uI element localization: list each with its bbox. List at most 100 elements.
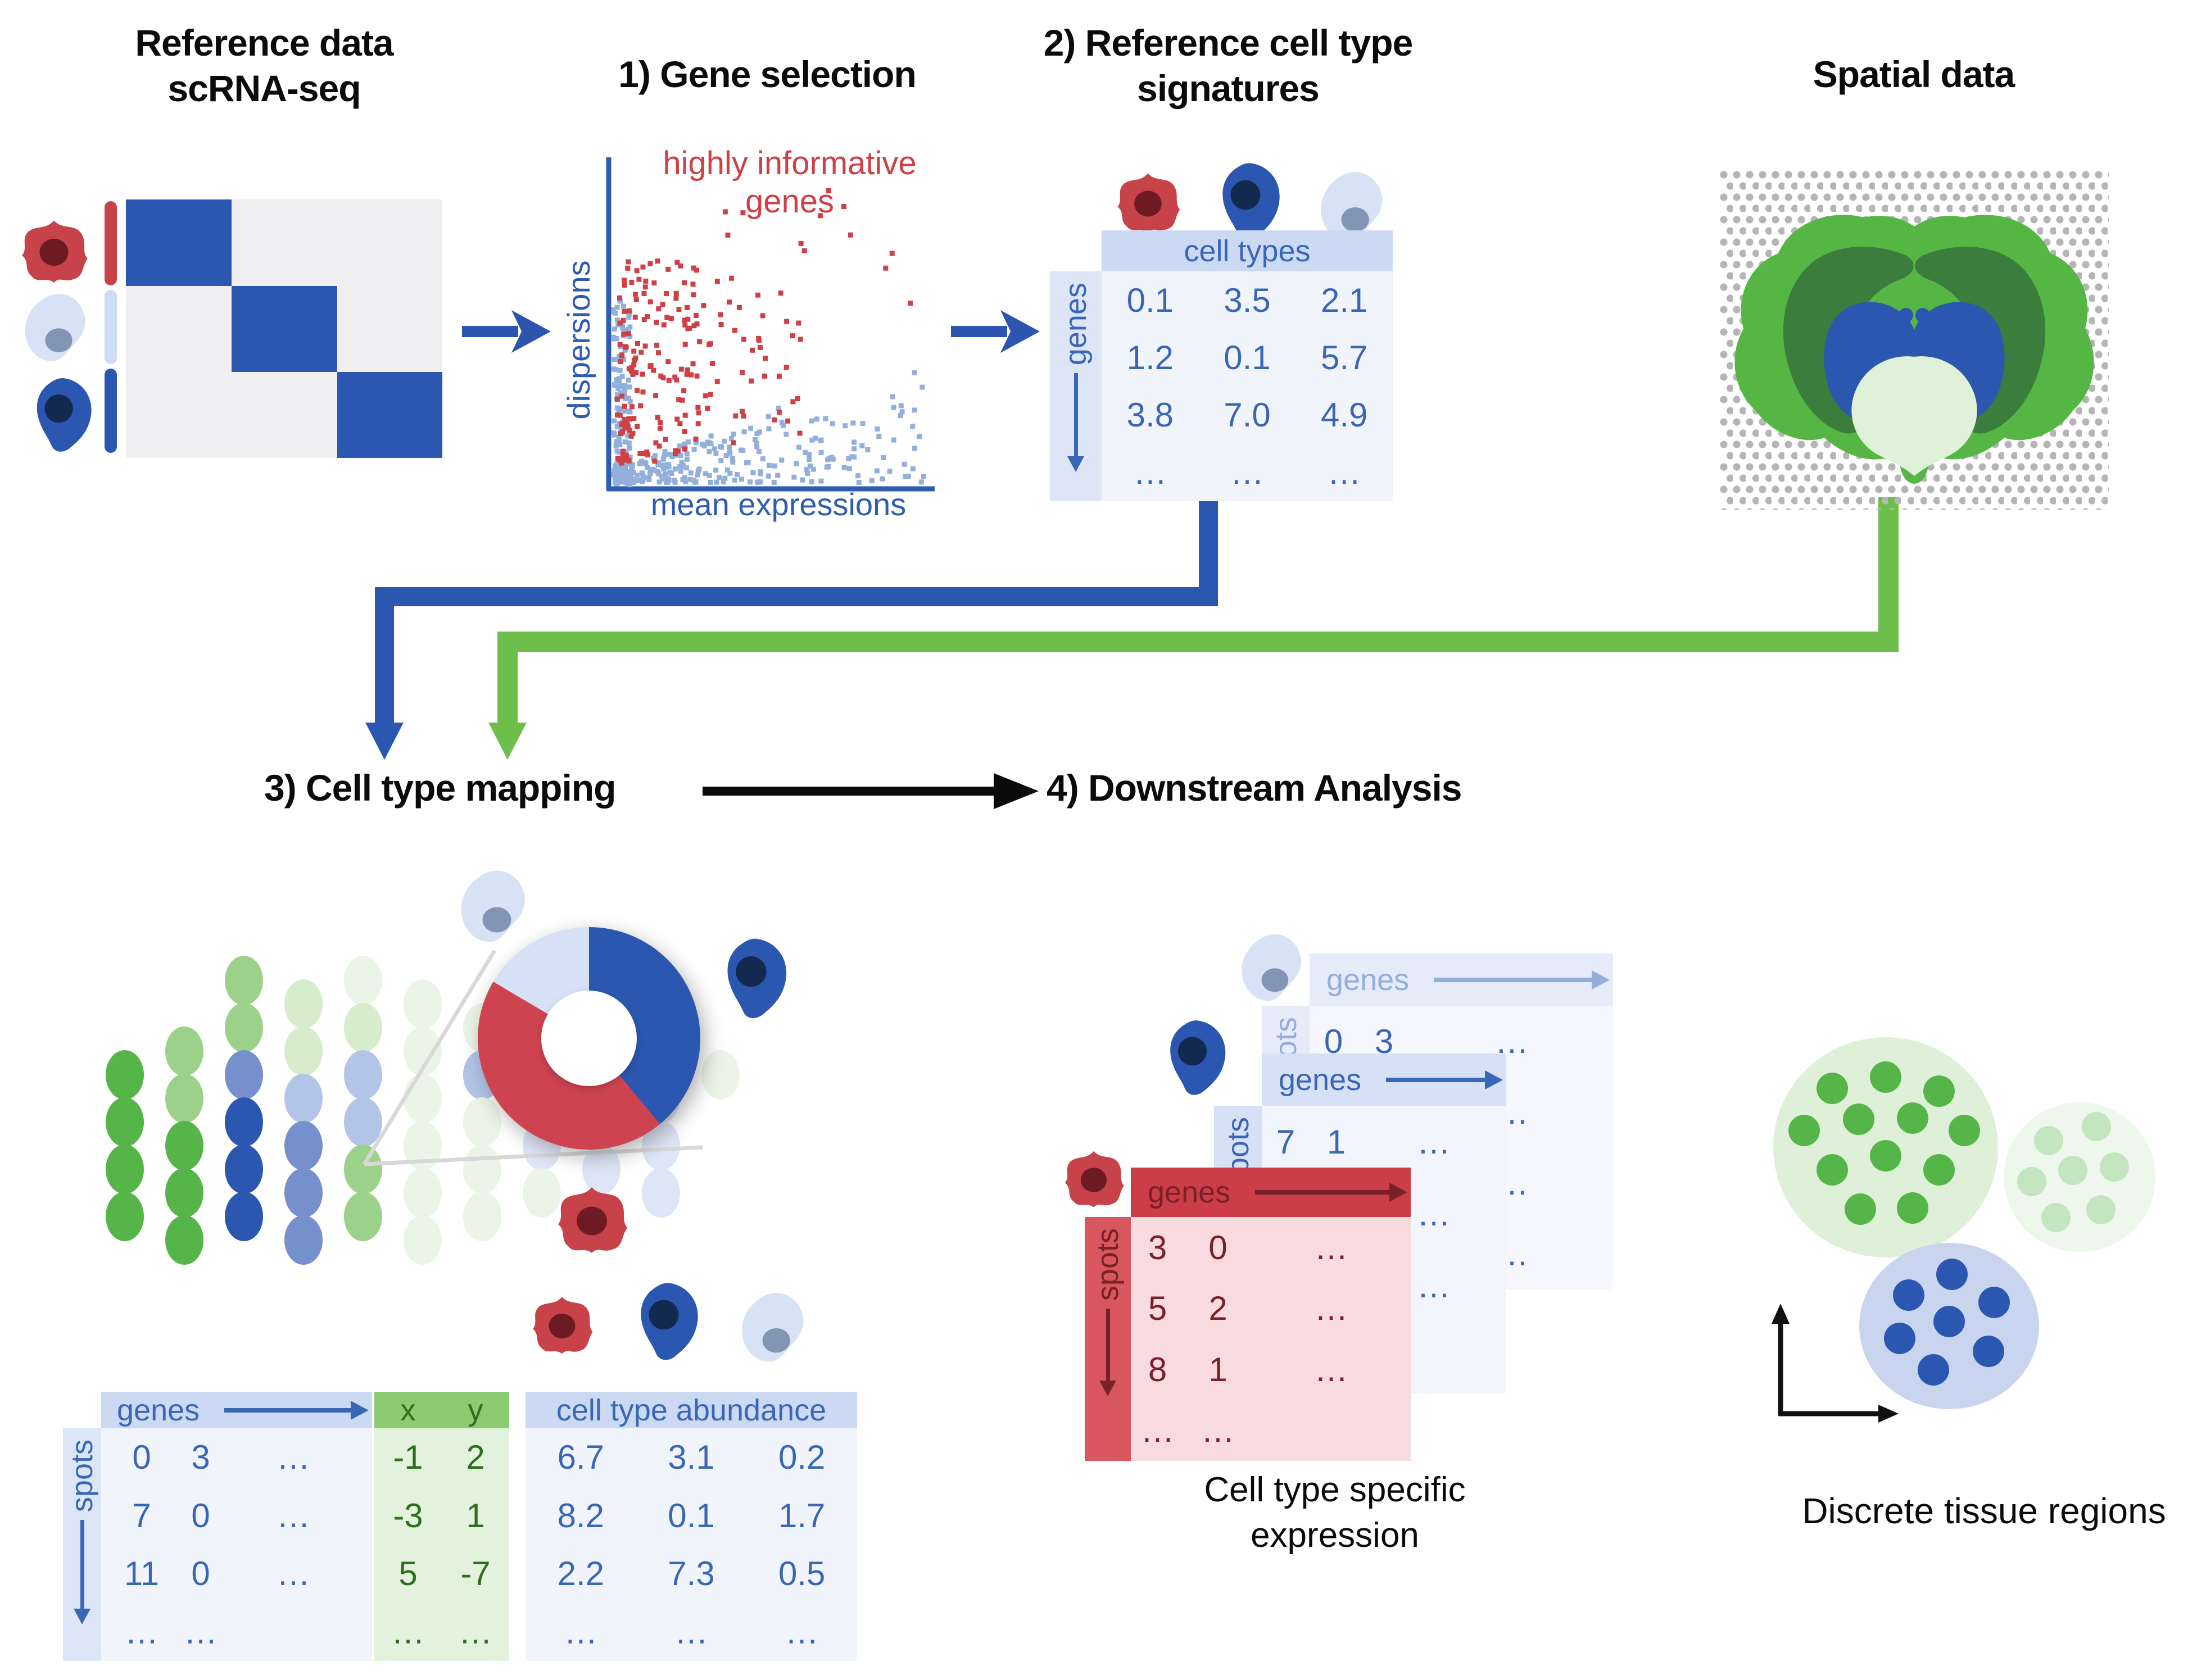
genes-header-label: genes	[1326, 962, 1410, 997]
reference-title-line2: scRNA-seq	[167, 67, 361, 109]
expression-front-table-header: genes	[1131, 1168, 1411, 1217]
cell: 7.3	[668, 1555, 715, 1593]
expression-caption-line1: Cell type specific	[1204, 1470, 1466, 1509]
red-cell-icon	[550, 1179, 634, 1263]
genes-header-label: genes	[1148, 1175, 1231, 1209]
genes-right-arrow-icon	[1434, 977, 1594, 982]
cell: …	[184, 1613, 218, 1651]
blue-cell-icon	[1151, 1016, 1235, 1100]
tissue-regions-illustration	[1772, 1037, 2155, 1423]
downstream-analysis-title: 4) Downstream Analysis	[1047, 767, 1462, 809]
genes-down-arrow-icon	[1073, 373, 1078, 458]
lightblue-cell-icon	[1231, 928, 1310, 1007]
cell: 3.5	[1224, 281, 1271, 319]
abundance-table-header: cell type abundance	[526, 1392, 857, 1428]
genes-right-arrow-icon	[1255, 1190, 1392, 1195]
cell: 7	[132, 1496, 151, 1534]
abundance-table-body: 6.7 3.1 0.2 8.2 0.1 1.7 2.2 7.3 0.5 ………	[526, 1428, 857, 1661]
cell: 1.7	[778, 1496, 826, 1534]
cell: 5.7	[1320, 338, 1368, 376]
red-cluster-bar	[105, 201, 117, 285]
cell: …	[1417, 1195, 1451, 1233]
cell: 0.1	[1224, 338, 1271, 376]
spots-genes-table-body: 0 3… 7 0… 11 0… ……	[101, 1428, 372, 1661]
cell: …	[1133, 453, 1167, 492]
cell: 1	[1208, 1350, 1227, 1388]
cell: 2	[1208, 1289, 1227, 1328]
matrix-block-2	[232, 285, 337, 372]
signatures-title-line1: 2) Reference cell type	[1043, 22, 1414, 63]
cell: …	[1201, 1411, 1235, 1450]
cell: …	[1417, 1123, 1451, 1161]
reference-expression-matrix	[126, 199, 442, 458]
cell: 0.2	[778, 1438, 826, 1477]
cell: 5	[398, 1555, 418, 1593]
signatures-table-sidebar: genes	[1050, 271, 1102, 501]
reference-title-line1: Reference data	[135, 22, 393, 63]
cell: 0.1	[1126, 281, 1174, 319]
donut-chart	[478, 927, 700, 1150]
signatures-table-header: cell types	[1102, 230, 1393, 271]
lightblue-cell-icon	[450, 864, 534, 948]
cell: 2.1	[1320, 281, 1368, 319]
cell: 8	[1148, 1350, 1167, 1388]
genes-right-arrow-icon	[224, 1407, 353, 1413]
cell: 0	[1208, 1228, 1227, 1266]
abundance-header-label: cell type abundance	[556, 1393, 827, 1427]
cell: 4.9	[1320, 396, 1368, 434]
cell: 0	[191, 1496, 210, 1534]
cell: …	[125, 1613, 158, 1651]
cell: 0	[132, 1438, 151, 1477]
cell: 6.7	[557, 1438, 605, 1477]
black-arrowhead	[994, 773, 1039, 809]
spots-side-label: spots	[65, 1440, 99, 1513]
regions-caption: Discrete tissue regions	[1802, 1491, 2166, 1531]
blue-cell-icon	[621, 1278, 708, 1365]
cell: …	[785, 1613, 819, 1651]
spots-down-arrow-icon	[1106, 1309, 1110, 1382]
cell-type-mapping-title: 3) Cell type mapping	[264, 767, 616, 809]
cell: 3	[191, 1438, 210, 1477]
green-arrowhead	[488, 723, 527, 760]
cell: …	[391, 1613, 425, 1651]
coords-table-body: -1 2 -3 1 5 -7 ……	[374, 1428, 509, 1661]
cell: 7.0	[1224, 396, 1271, 434]
genes-right-arrow-icon	[1386, 1077, 1487, 1082]
red-cell-icon	[14, 212, 94, 292]
coord-y-label: y	[468, 1393, 483, 1427]
axes-y-arrowhead	[1772, 1304, 1790, 1324]
expression-front-table-body: 3 0… 5 2… 8 1… ……	[1131, 1217, 1411, 1461]
scatter-ylabel: dispersions	[561, 260, 596, 419]
cell: 8.2	[557, 1496, 605, 1534]
cell: 2	[466, 1438, 485, 1477]
cell: …	[277, 1496, 310, 1534]
flow-arrow-1-icon	[462, 310, 551, 353]
signatures-title-line2: signatures	[1137, 67, 1320, 109]
matrix-block-3	[337, 371, 442, 458]
cell: …	[1314, 1350, 1348, 1388]
cell: …	[1314, 1289, 1348, 1328]
axes-x-arrowhead	[1878, 1405, 1899, 1423]
expression-caption-line2: expression	[1251, 1515, 1419, 1555]
cell: 5	[1148, 1289, 1167, 1328]
spots-down-arrow-icon	[80, 1520, 84, 1610]
cell: …	[1230, 453, 1264, 492]
gene-selection-scatter: highly informative genes dispersions mea…	[561, 145, 935, 522]
spatial-tissue-illustration	[1720, 170, 2109, 510]
blue-arrowhead	[365, 723, 404, 760]
cell: 0.5	[778, 1555, 826, 1593]
brain-blue-dot-right	[1915, 308, 1930, 323]
cell: 2.2	[557, 1555, 605, 1593]
cell: -1	[393, 1438, 423, 1477]
cell: 3.1	[668, 1438, 715, 1477]
red-cell-icon	[526, 1289, 599, 1363]
spots-genes-table-sidebar: spots	[63, 1428, 101, 1661]
expression-middle-table-header: genes	[1262, 1054, 1506, 1106]
spatial-data-title: Spatial data	[1813, 53, 2015, 95]
genes-header-label: genes	[117, 1393, 200, 1427]
matrix-block-1	[126, 199, 232, 286]
scatter-annotation-line1: highly informative	[663, 145, 916, 181]
cell: 1.2	[1126, 338, 1174, 376]
flow-arrow-2-icon	[951, 310, 1040, 353]
